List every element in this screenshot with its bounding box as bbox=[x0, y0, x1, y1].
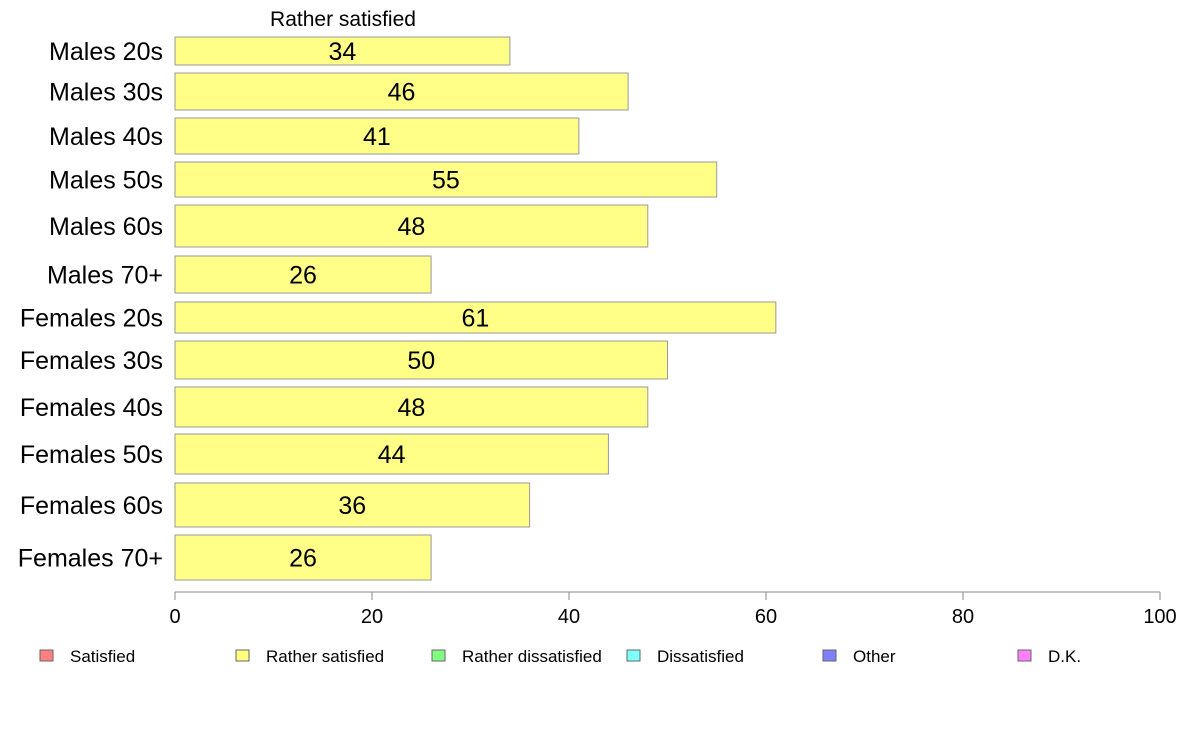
data-label: 46 bbox=[388, 79, 416, 107]
legend-swatch bbox=[626, 649, 641, 662]
category-label: Females 50s bbox=[20, 441, 163, 469]
legend-label: Satisfied bbox=[70, 647, 135, 666]
data-label: 48 bbox=[397, 213, 425, 241]
legend: Satisfied Rather satisfied Rather dissatis… bbox=[39, 647, 1081, 666]
bar-8 bbox=[174, 386, 649, 428]
category-label: Males 70+ bbox=[47, 262, 163, 290]
bars-group: Males 20s 34 Males 30s 46 Males 40s 41 Males 5… bbox=[18, 36, 777, 581]
legend-label: Rather satisfied bbox=[266, 647, 384, 666]
bar-7 bbox=[174, 340, 668, 380]
x-tick-label: 0 bbox=[169, 606, 180, 628]
bar-1 bbox=[174, 72, 629, 111]
data-label: 44 bbox=[378, 441, 406, 469]
legend-swatch bbox=[431, 649, 446, 662]
data-label: 50 bbox=[407, 347, 435, 375]
category-label: Males 30s bbox=[49, 79, 163, 107]
bar-0 bbox=[174, 36, 511, 66]
bar-3 bbox=[174, 161, 718, 198]
data-label: 34 bbox=[329, 38, 357, 66]
category-label: Males 20s bbox=[49, 38, 163, 66]
category-label: Females 40s bbox=[20, 394, 163, 422]
data-label: 61 bbox=[462, 305, 490, 333]
bar-10 bbox=[174, 482, 531, 528]
legend-label: D.K. bbox=[1048, 647, 1081, 666]
legend-swatch bbox=[235, 649, 250, 662]
bar-4 bbox=[174, 204, 649, 248]
x-tick-label: 20 bbox=[361, 606, 383, 628]
data-label: 26 bbox=[289, 262, 317, 290]
category-label: Females 70+ bbox=[18, 545, 163, 573]
data-label: 55 bbox=[432, 167, 460, 195]
category-label: Males 50s bbox=[49, 167, 163, 195]
bar-11 bbox=[174, 534, 432, 581]
x-axis: 0 20 40 60 80 100 bbox=[169, 591, 1177, 628]
legend-swatch bbox=[822, 649, 837, 662]
category-label: Females 20s bbox=[20, 305, 163, 333]
data-label: 26 bbox=[289, 545, 317, 573]
category-label: Males 60s bbox=[49, 213, 163, 241]
legend-label: Rather dissatisfied bbox=[462, 647, 602, 666]
bar-6 bbox=[174, 301, 777, 334]
data-label: 36 bbox=[338, 492, 366, 520]
data-label: 41 bbox=[363, 123, 391, 151]
data-label: 48 bbox=[397, 394, 425, 422]
x-tick-label: 100 bbox=[1143, 606, 1176, 628]
category-label: Females 60s bbox=[20, 492, 163, 520]
x-tick-label: 80 bbox=[952, 606, 974, 628]
legend-swatch bbox=[1017, 649, 1032, 662]
legend-label: Dissatisfied bbox=[657, 647, 744, 666]
bar-2 bbox=[174, 117, 580, 155]
legend-label: Other bbox=[853, 647, 896, 666]
x-tick-label: 60 bbox=[755, 606, 777, 628]
x-tick-label: 40 bbox=[558, 606, 580, 628]
category-label: Females 30s bbox=[20, 347, 163, 375]
bar-9 bbox=[174, 433, 609, 475]
category-label: Males 40s bbox=[49, 123, 163, 151]
bar-5 bbox=[174, 255, 432, 294]
chart-title: Rather satisfied bbox=[270, 8, 416, 31]
legend-swatch bbox=[39, 649, 54, 662]
